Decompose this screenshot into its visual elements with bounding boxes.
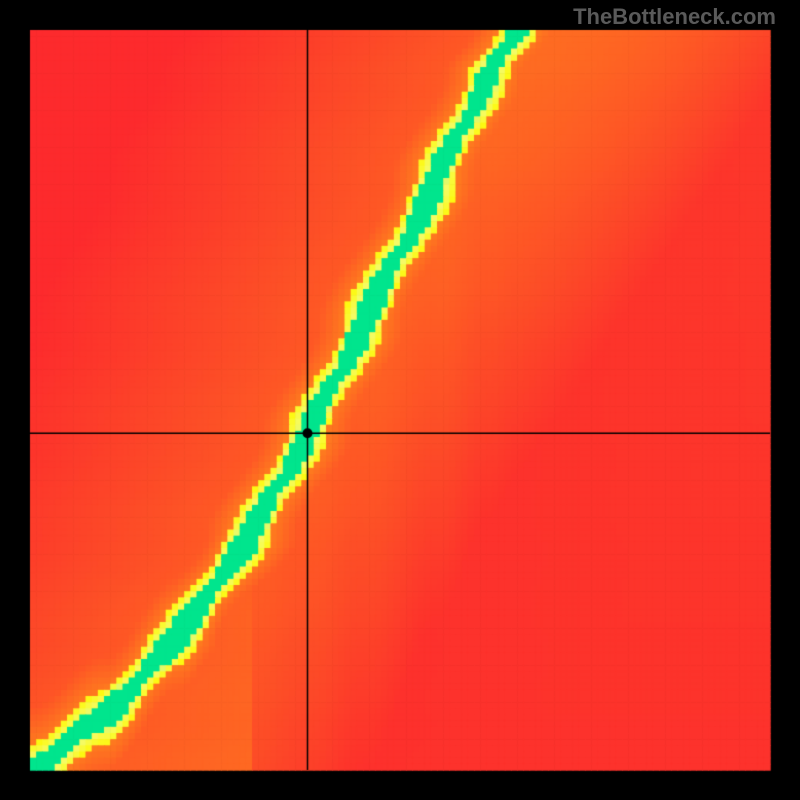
bottleneck-heatmap [0, 0, 800, 800]
chart-container: TheBottleneck.com [0, 0, 800, 800]
attribution-text: TheBottleneck.com [573, 4, 776, 30]
